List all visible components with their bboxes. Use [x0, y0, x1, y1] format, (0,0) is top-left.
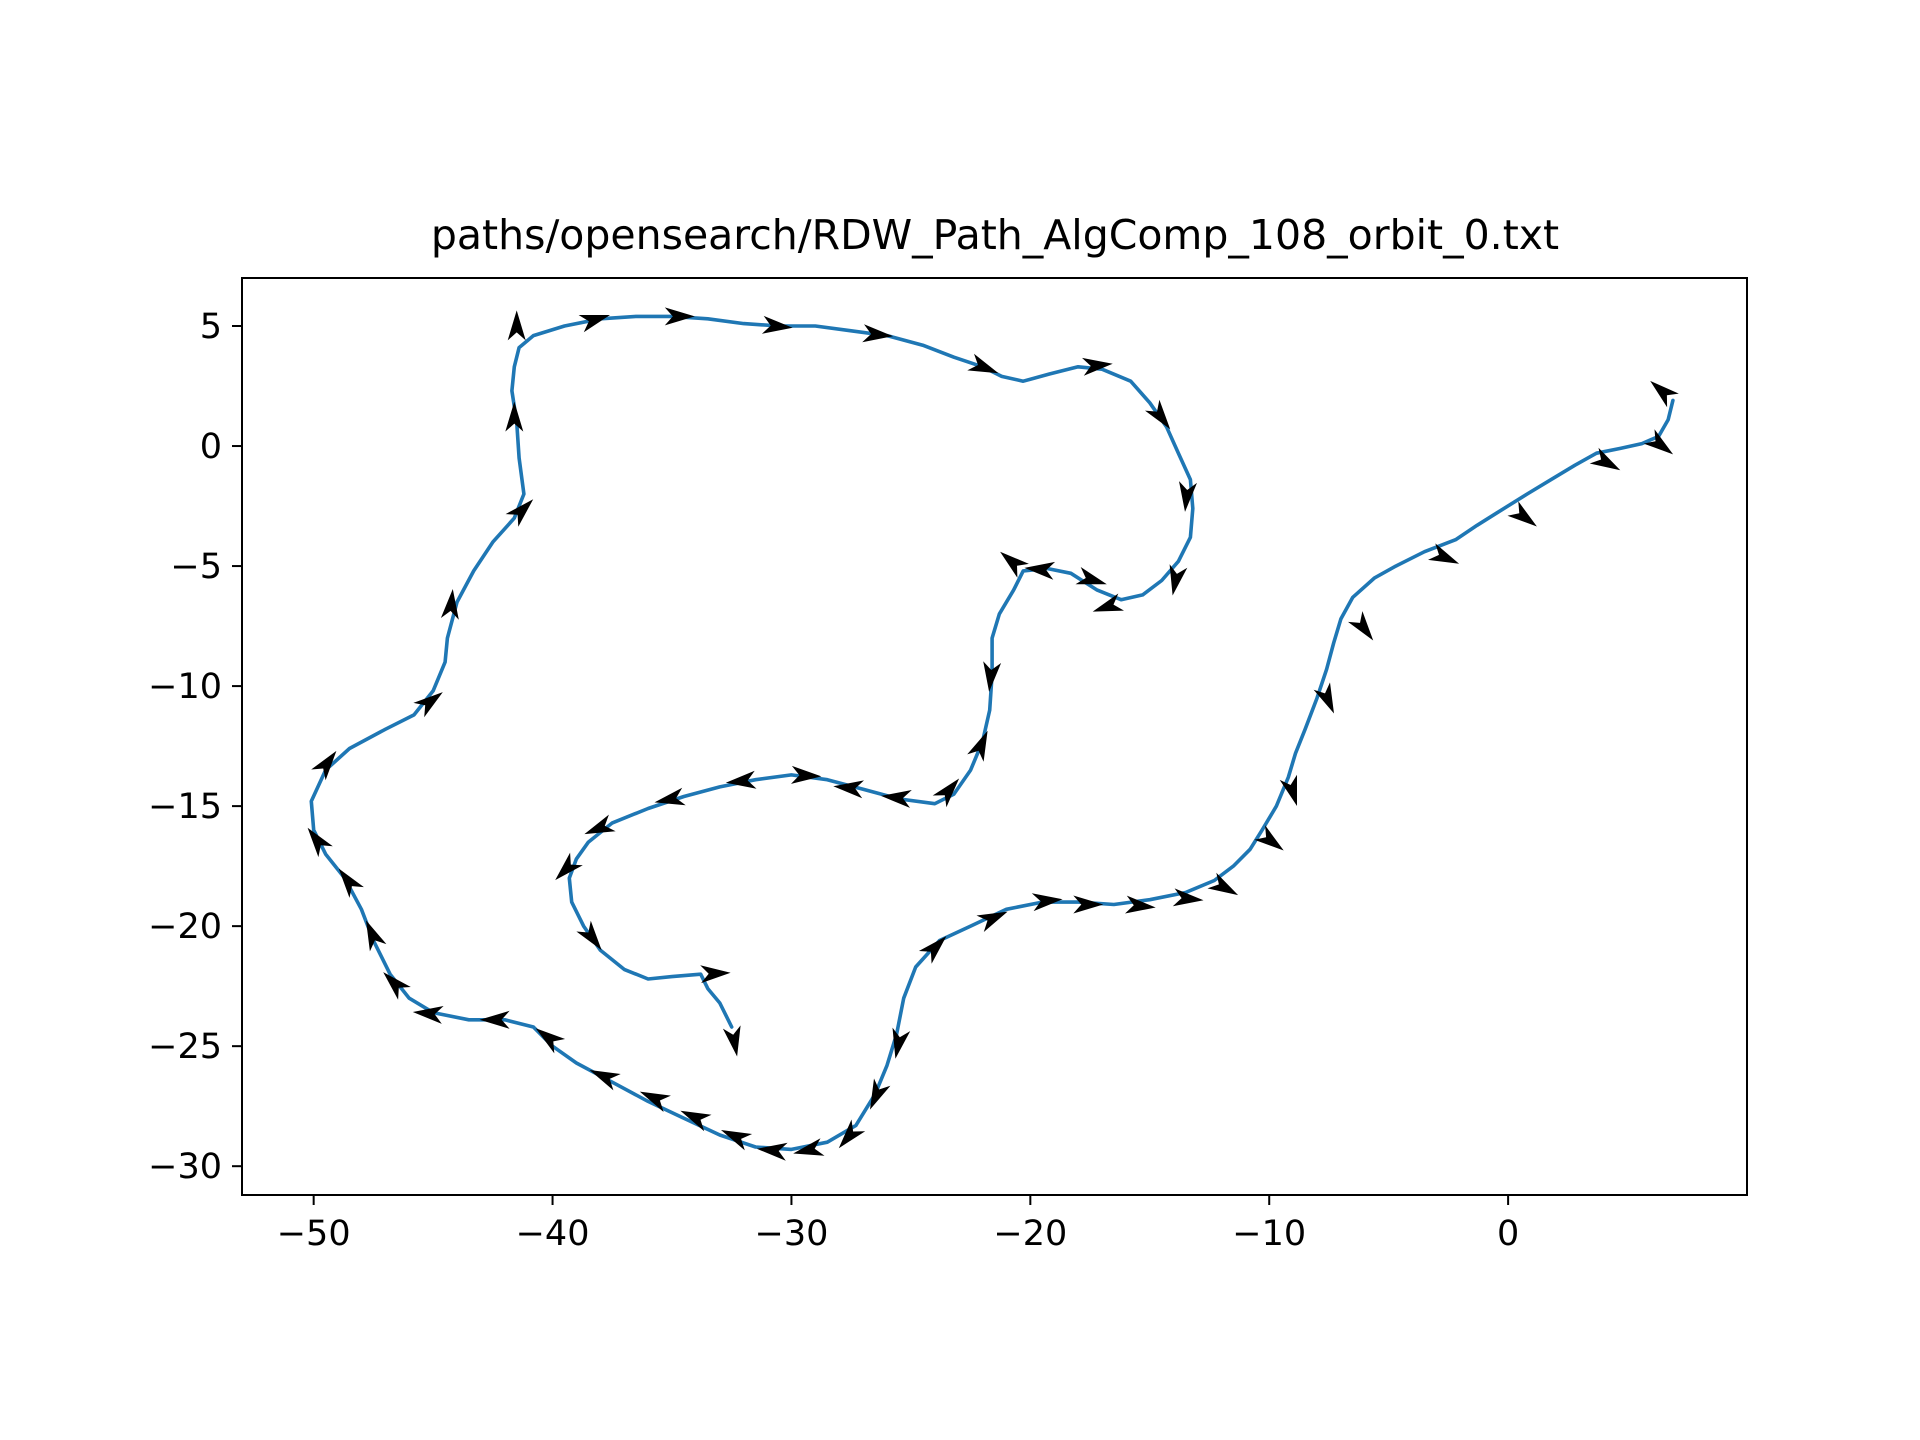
y-tick-label: −10 [148, 667, 222, 707]
direction-arrow [1075, 567, 1107, 585]
y-tick-label: −15 [148, 787, 222, 827]
y-tick-label: −25 [148, 1027, 222, 1067]
direction-arrow [366, 920, 387, 952]
direction-arrow [1507, 501, 1537, 527]
direction-arrow [1092, 593, 1124, 612]
direction-arrow [307, 827, 333, 858]
direction-arrow [721, 1130, 753, 1151]
direction-arrow [1073, 895, 1104, 914]
direction-arrow [838, 1119, 866, 1149]
direction-arrow [1145, 399, 1171, 430]
direction-arrow [639, 1091, 671, 1112]
direction-arrow [412, 1006, 444, 1024]
direction-arrow [505, 499, 534, 527]
direction-arrow [584, 814, 616, 835]
direction-arrow [1254, 825, 1284, 851]
direction-arrow [1589, 447, 1621, 471]
direction-arrow [793, 1138, 825, 1156]
direction-arrow [967, 730, 988, 762]
direction-arrow [507, 310, 526, 341]
x-tick-label: −40 [516, 1214, 590, 1254]
direction-arrow [1650, 380, 1679, 408]
direction-arrow [664, 307, 695, 326]
direction-arrow [761, 315, 793, 334]
direction-arrow [535, 1028, 566, 1054]
direction-arrow [1313, 682, 1334, 714]
y-tick-label: −20 [148, 907, 222, 947]
direction-arrow [1172, 888, 1204, 907]
x-tick-label: −10 [1232, 1214, 1306, 1254]
x-tick-label: 0 [1497, 1214, 1519, 1254]
direction-arrow [756, 1142, 788, 1161]
y-tick-label: −30 [148, 1147, 222, 1187]
direction-arrow [967, 353, 999, 374]
axes-frame [241, 277, 1748, 1196]
direction-arrow [1024, 561, 1056, 580]
x-tick-label: −30 [755, 1214, 829, 1254]
direction-arrow [654, 787, 686, 806]
direction-arrow [1348, 611, 1374, 641]
direction-arrow [440, 589, 459, 620]
direction-arrow [862, 324, 893, 343]
direction-arrow [892, 1027, 911, 1059]
direction-arrow [578, 315, 610, 333]
x-tick-label: −20 [993, 1214, 1067, 1254]
direction-arrow [932, 778, 960, 808]
direction-arrow [700, 965, 731, 984]
direction-arrow [1643, 429, 1674, 455]
direction-arrow [338, 868, 364, 898]
direction-arrow [1279, 774, 1297, 806]
direction-arrow [976, 911, 1008, 932]
plot-area [307, 307, 1679, 1161]
direction-arrow [870, 1078, 891, 1110]
direction-arrow [680, 1110, 712, 1132]
direction-arrow [725, 770, 757, 789]
direction-arrow [881, 790, 912, 808]
direction-arrow [1000, 551, 1029, 578]
direction-arrow [589, 1070, 621, 1091]
y-tick-label: −5 [170, 547, 222, 587]
direction-arrow [918, 936, 947, 964]
direction-arrow [555, 852, 583, 881]
direction-arrow [1207, 872, 1239, 896]
chart-title: paths/opensearch/RDW_Path_AlgComp_108_or… [431, 211, 1559, 259]
direction-arrow [576, 920, 602, 951]
direction-arrow [505, 401, 524, 432]
direction-arrow [383, 972, 411, 1000]
direction-arrow [1125, 895, 1156, 914]
direction-arrow [1082, 357, 1113, 376]
direction-arrow [479, 1010, 510, 1029]
direction-arrow [1428, 543, 1460, 564]
direction-arrow [722, 1025, 741, 1057]
direction-arrow [983, 661, 1002, 692]
y-tick-label: 0 [200, 427, 222, 467]
direction-arrow [791, 765, 822, 784]
path-line-0 [309, 314, 1675, 1152]
direction-arrow [1031, 893, 1063, 912]
y-tick-label: 5 [200, 307, 222, 347]
direction-arrow [413, 692, 443, 718]
axes: −50 −40 −30 −20 −10 0 5 0 −5 −10 −15 −20 −25 −30 [148, 277, 1748, 1254]
direction-arrow [1179, 481, 1197, 512]
direction-arrow [833, 780, 864, 799]
x-tick-label: −50 [277, 1214, 351, 1254]
direction-arrow [311, 750, 337, 781]
direction-arrow [1169, 564, 1188, 596]
